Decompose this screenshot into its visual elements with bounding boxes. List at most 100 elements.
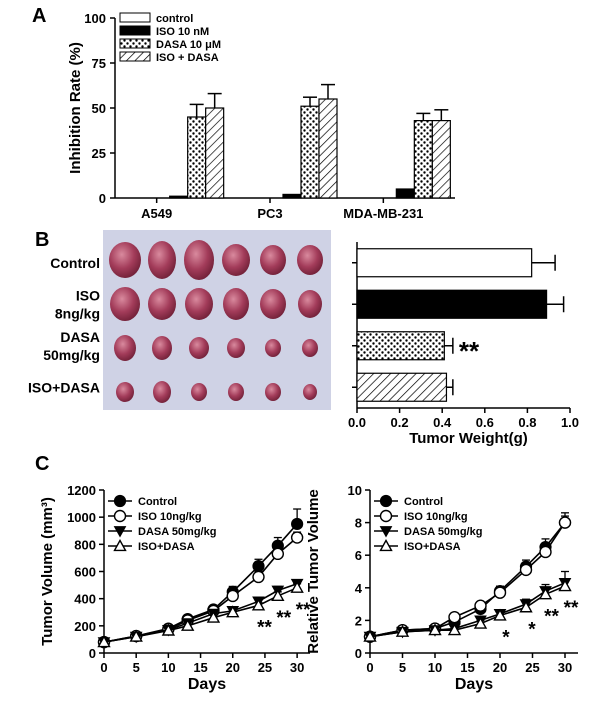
legend-swatch [119, 51, 151, 62]
legend-label: ISO 10ng/kg [404, 511, 468, 523]
data-point [558, 579, 572, 592]
x-tick-label: 30 [290, 660, 304, 675]
x-tick-label: 0 [100, 660, 107, 675]
tumor-sample [222, 244, 250, 276]
tumor-sample [110, 287, 140, 321]
x-tick-label: 0.8 [518, 415, 536, 430]
tumor-sample [189, 337, 209, 359]
data-point [363, 629, 377, 642]
x-tick-label: 15 [193, 660, 207, 675]
category-label: ISO [76, 287, 100, 303]
data-point [538, 587, 553, 600]
tumor-sample [298, 290, 322, 318]
bar [356, 372, 448, 402]
tumor-sample [297, 245, 323, 275]
y-tick-label: 600 [74, 565, 96, 580]
data-point [206, 610, 221, 623]
x-tick-label: 0.2 [391, 415, 409, 430]
x-tick-label: 0.0 [348, 415, 366, 430]
data-point [226, 605, 240, 618]
y-tick-label: 4 [355, 581, 363, 596]
x-tick-label: 0 [366, 660, 373, 675]
y-tick-label: 50 [92, 101, 106, 116]
chart-c-tumor-volume: 0 200 400 600 800 1000 1200 0 5 10 15 20 25 30 Days Tum… [39, 483, 311, 693]
bar [356, 331, 445, 361]
legend-label: ISO 10 nM [156, 26, 209, 38]
legend-marker [113, 539, 127, 552]
chart-a-inhibition-rate: 0 25 50 75 100 Inhibition Rate (%) A549 PC3 MDA-… [67, 11, 455, 221]
y-tick-label: 75 [92, 56, 106, 71]
panel-label-b: B [35, 229, 49, 251]
legend-marker [113, 509, 127, 523]
tumor-sample [227, 338, 245, 358]
series-line [369, 522, 566, 638]
data-point [97, 635, 111, 648]
data-point [474, 599, 487, 612]
legend-marker [379, 494, 393, 508]
legend-label: ISO + DASA [156, 52, 219, 64]
tumor-sample [109, 242, 141, 278]
x-tick-label: MDA-MB-231 [343, 206, 423, 221]
legend-marker [113, 494, 127, 508]
y-tick-label: 8 [355, 516, 362, 531]
legend-label: control [156, 13, 193, 25]
y-tick-label: 25 [92, 146, 106, 161]
y-tick-label: 1000 [67, 510, 96, 525]
data-point [493, 608, 507, 621]
x-axis-title: Tumor Weight(g) [409, 430, 528, 447]
data-point [519, 563, 533, 577]
tumor-sample [265, 339, 281, 357]
legend-marker [113, 526, 127, 538]
chart-b-tumor-weight: 0.0 0.2 0.4 0.6 0.8 1.0 Tumor Weight(g) Control… [28, 242, 579, 447]
tumor-sample [152, 336, 172, 360]
x-tick-label: 10 [161, 660, 175, 675]
category-label: Control [50, 255, 100, 271]
bar [356, 248, 533, 278]
y-tick-label: 400 [74, 592, 96, 607]
legend-label: DASA 50mg/kg [404, 526, 482, 538]
tumor-photo [103, 230, 331, 410]
tumor-sample [114, 335, 136, 361]
tumor-sample [260, 289, 286, 319]
tumor-sample [303, 384, 317, 400]
data-point [473, 616, 488, 629]
panel-label-c: C [35, 453, 49, 475]
data-point [290, 531, 304, 544]
tumor-sample [302, 339, 318, 357]
data-point [161, 623, 176, 636]
y-axis-title: Relative Tumor Volume [305, 489, 322, 653]
legend-marker [379, 526, 393, 538]
legend-label: ISO 10ng/kg [138, 511, 202, 523]
legend-swatch [119, 25, 151, 36]
significance-marker: ** [276, 608, 291, 629]
data-point [539, 545, 552, 559]
legend-swatch [119, 12, 151, 23]
data-point [271, 547, 285, 561]
legend-swatch [119, 38, 151, 49]
x-tick-label: 20 [493, 660, 507, 675]
x-tick-label: 10 [428, 660, 442, 675]
bar [282, 193, 302, 199]
significance-marker: ** [544, 606, 559, 627]
legend-label: ISO+DASA [138, 541, 195, 553]
significance-marker: ** [296, 600, 311, 621]
data-point [519, 600, 533, 613]
bar [413, 119, 433, 199]
x-tick-label: 25 [258, 660, 272, 675]
y-tick-label: 6 [355, 548, 362, 563]
legend-label: Control [404, 496, 443, 508]
data-point [180, 618, 195, 631]
tumor-sample [116, 382, 134, 402]
tumor-sample [260, 245, 286, 275]
tumor-sample [185, 288, 213, 320]
significance-marker: ** [257, 617, 272, 638]
x-tick-label: 0.6 [476, 415, 494, 430]
chart-c-relative-tumor-volume: 0 2 4 6 8 10 0 5 10 15 20 25 30 Days Relative Tumor Vo… [305, 483, 579, 693]
bar [431, 119, 451, 199]
data-point [428, 623, 442, 636]
tumor-sample [153, 381, 171, 403]
x-tick-label: 25 [525, 660, 539, 675]
x-tick-label: PC3 [257, 206, 282, 221]
y-tick-label: 0 [89, 646, 96, 661]
tumor-sample [184, 240, 214, 280]
